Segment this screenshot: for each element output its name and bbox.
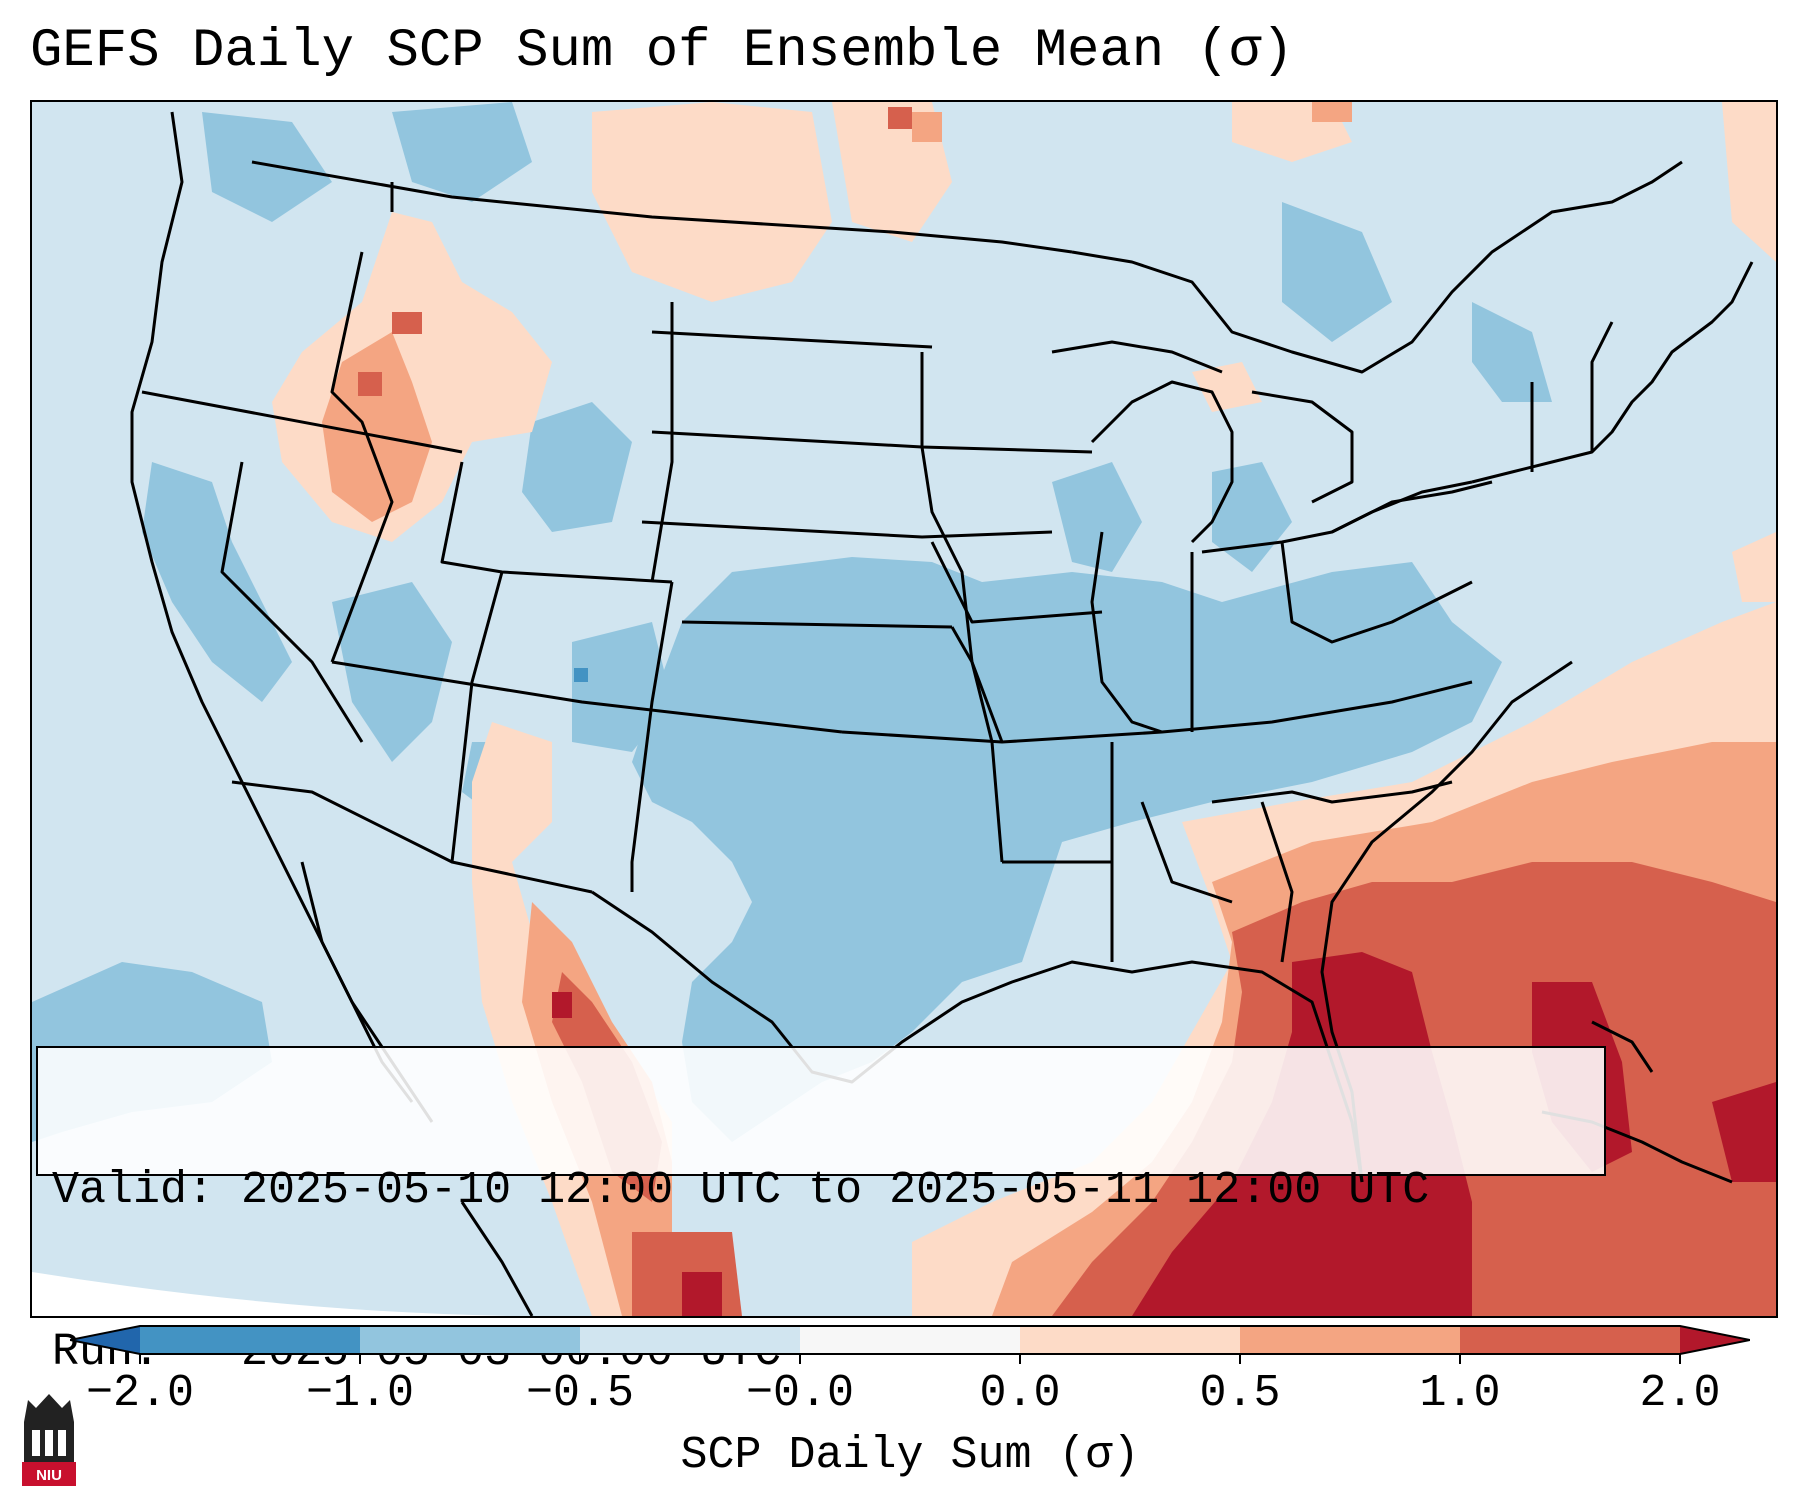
colorbar-segment	[800, 1326, 1021, 1354]
niu-logo: NIU	[22, 1394, 76, 1486]
colorbar-extend-high	[1680, 1326, 1750, 1354]
anomaly-positive-medium-north	[322, 102, 1352, 522]
colorbar-segment	[1240, 1326, 1461, 1354]
valid-time-line: Valid: 2025-05-10 12:00 UTC to 2025-05-1…	[52, 1165, 1430, 1216]
colorbar-tick-label: −2.0	[85, 1368, 195, 1419]
colorbar-segment	[360, 1326, 581, 1354]
colorbar: −2.0 −1.0 −0.5 −0.0 0.0 0.5 1.0 2.0 SCP Daily S…	[70, 1318, 1750, 1488]
colorbar-tick-label: 1.0	[1419, 1368, 1501, 1419]
logo-text: NIU	[36, 1467, 62, 1484]
anomaly-positive-strong-north	[358, 107, 912, 396]
map-title: GEFS Daily SCP Sum of Ensemble Mean (σ)	[30, 21, 1294, 82]
colorbar-tick-label: −0.0	[745, 1368, 855, 1419]
colorbar-tick-label: 0.0	[979, 1368, 1061, 1419]
colorbar-tick-label: 0.5	[1199, 1368, 1281, 1419]
colorbar-segment	[580, 1326, 801, 1354]
anomaly-positive-max-southwest	[552, 992, 722, 1316]
boundary-lines	[130, 111, 1754, 1316]
colorbar-graphic	[70, 1325, 1750, 1364]
colorbar-tick-label: −1.0	[305, 1368, 415, 1419]
colorbar-segment	[140, 1326, 361, 1354]
colorbar-label: SCP Daily Sum (σ)	[680, 1430, 1140, 1481]
info-box: Valid: 2025-05-10 12:00 UTC to 2025-05-1…	[36, 1046, 1606, 1378]
colorbar-segment	[1020, 1326, 1241, 1354]
colorbar-tick-label: −0.5	[525, 1368, 635, 1419]
projection-edge	[32, 1272, 512, 1316]
colorbar-extend-low	[70, 1326, 140, 1354]
anomaly-negative-strong	[574, 668, 588, 682]
colorbar-segment	[1460, 1326, 1681, 1354]
colorbar-tick-label: 2.0	[1639, 1368, 1721, 1419]
